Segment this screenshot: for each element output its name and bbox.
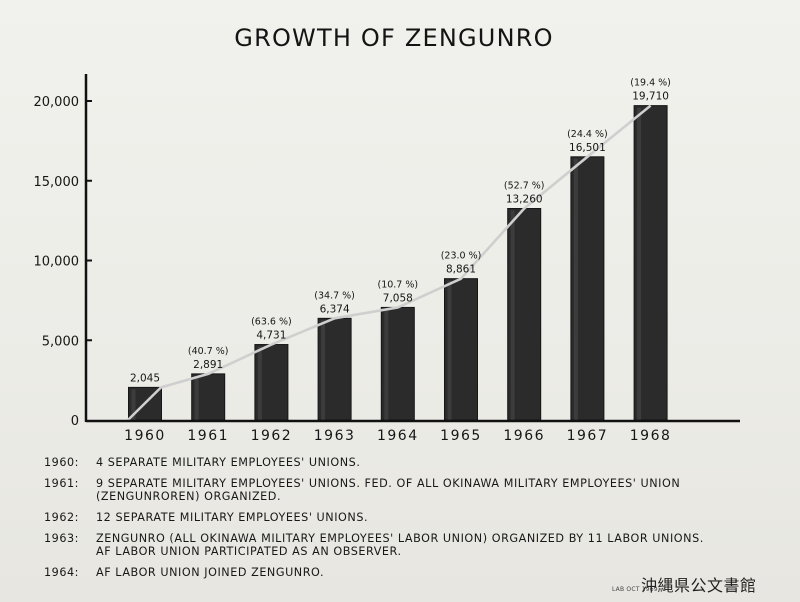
y-tick-label: 0 <box>71 414 79 429</box>
archive-watermark: 沖縄県公文書館 <box>641 576 757 595</box>
data-label: 2,045 <box>130 372 160 384</box>
x-tick-label: 1963 <box>314 428 356 444</box>
bar-highlight <box>447 280 452 420</box>
data-label: 2,891 <box>193 359 223 371</box>
bar-highlight <box>637 107 642 421</box>
growth-label: (10.7 %) <box>377 279 418 290</box>
bar-highlight <box>384 309 389 420</box>
note-text: AF LABOR UNION JOINED ZENGUNRO. <box>96 566 325 579</box>
bar-highlight <box>321 320 326 420</box>
data-label: 13,260 <box>506 194 543 206</box>
x-tick-label: 1966 <box>503 428 545 444</box>
note-1964: 1964: AF LABOR UNION JOINED ZENGUNRO. <box>44 566 784 579</box>
y-tick-label: 10,000 <box>34 255 80 270</box>
note-text: ZENGUNRO (ALL OKINAWA MILITARY EMPLOYEES… <box>96 532 704 558</box>
bar-highlight <box>194 375 199 420</box>
x-tick-label: 1961 <box>187 428 229 444</box>
note-year: 1961: <box>44 477 79 490</box>
data-label: 4,731 <box>256 330 286 342</box>
note-1963: 1963: ZENGUNRO (ALL OKINAWA MILITARY EMP… <box>44 532 784 558</box>
y-tick-label: 15,000 <box>34 175 80 190</box>
data-label: 19,710 <box>632 91 669 103</box>
growth-label: (34.7 %) <box>314 290 355 301</box>
history-notes: 1960: 4 SEPARATE MILITARY EMPLOYEES' UNI… <box>44 456 784 587</box>
growth-label: (23.0 %) <box>441 251 482 262</box>
note-text: 12 SEPARATE MILITARY EMPLOYEES' UNIONS. <box>96 511 369 524</box>
chart-title: GROWTH OF ZENGUNRO <box>234 24 553 52</box>
x-tick-label: 1967 <box>567 428 609 444</box>
y-tick-label: 5,000 <box>42 334 79 349</box>
growth-label: (63.6 %) <box>251 317 292 328</box>
data-label: 16,501 <box>569 142 606 154</box>
x-tick-label: 1962 <box>251 428 293 444</box>
note-1962: 1962: 12 SEPARATE MILITARY EMPLOYEES' UN… <box>44 511 784 524</box>
trend-line <box>127 104 652 421</box>
bar-highlight <box>131 389 136 420</box>
note-year: 1963: <box>44 532 79 545</box>
x-tick-label: 1960 <box>124 428 166 444</box>
x-tick-label: 1965 <box>440 428 482 444</box>
note-1961: 1961: 9 SEPARATE MILITARY EMPLOYEES' UNI… <box>44 477 784 503</box>
y-tick-label: 20,000 <box>34 95 80 110</box>
note-1960: 1960: 4 SEPARATE MILITARY EMPLOYEES' UNI… <box>44 456 784 469</box>
bar-highlight <box>510 210 515 420</box>
data-label: 8,861 <box>446 264 476 276</box>
growth-label: (52.7 %) <box>504 181 545 192</box>
data-label: 6,374 <box>320 303 350 315</box>
note-year: 1960: <box>44 456 79 469</box>
bar-highlight <box>573 158 578 420</box>
growth-label: (19.4 %) <box>630 78 671 89</box>
note-year: 1962: <box>44 511 79 524</box>
bar-highlight <box>257 346 262 420</box>
data-label: 7,058 <box>383 292 413 304</box>
growth-label: (24.4 %) <box>567 129 608 140</box>
x-tick-label: 1968 <box>630 428 672 444</box>
note-year: 1964: <box>44 566 79 579</box>
lab-stamp: LAB OCT 1969 <box>612 586 658 593</box>
note-text: 9 SEPARATE MILITARY EMPLOYEES' UNIONS. F… <box>96 477 681 503</box>
note-text: 4 SEPARATE MILITARY EMPLOYEES' UNIONS. <box>96 456 361 469</box>
x-tick-label: 1964 <box>377 428 419 444</box>
growth-label: (40.7 %) <box>188 346 229 357</box>
